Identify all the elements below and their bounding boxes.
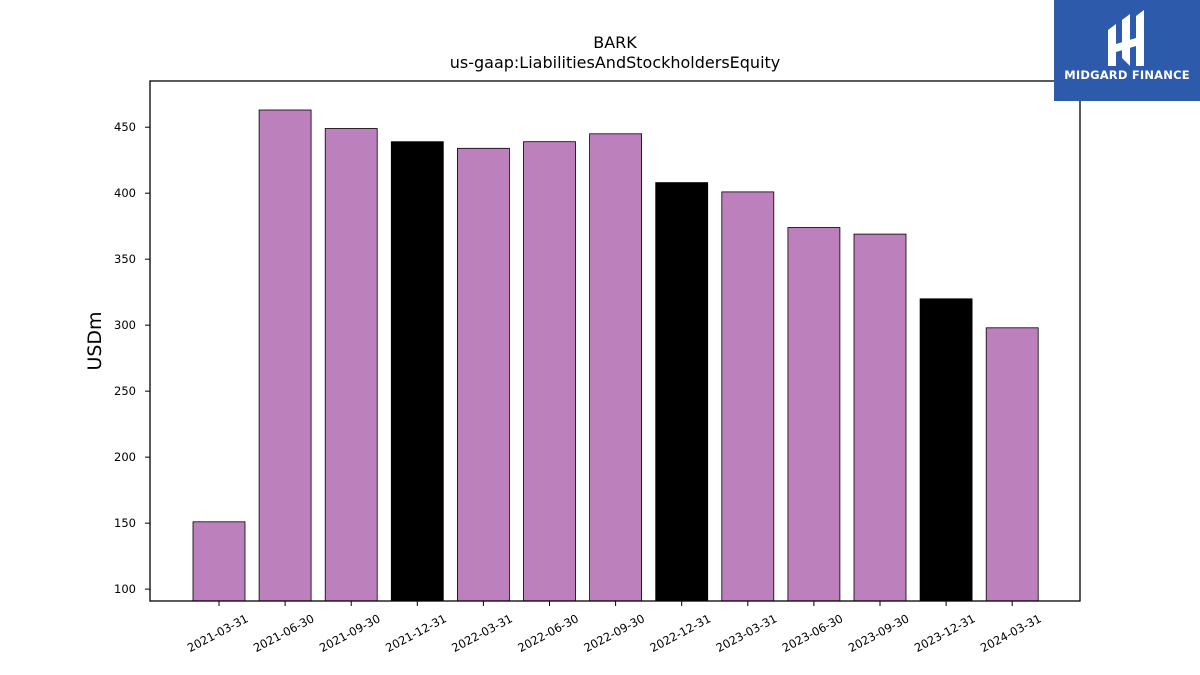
y-tick-label: 200 [114, 450, 136, 464]
bar-2023-09-30 [853, 233, 907, 602]
chart-subtitle: us-gaap:LiabilitiesAndStockholdersEquity [450, 53, 781, 72]
x-tick-label: 2023-12-31 [912, 611, 978, 655]
x-tick-label: 2023-03-31 [714, 611, 780, 655]
bar-2022-12-31 [655, 182, 709, 602]
y-tick-label: 300 [114, 318, 136, 332]
bar-2023-06-30 [787, 227, 841, 602]
x-tick-label: 2023-06-30 [780, 611, 846, 655]
x-tick-label: 2022-03-31 [449, 611, 515, 655]
x-tick-label: 2021-06-30 [251, 611, 317, 655]
y-axis-ticks: 100 150 200 250 300 350 400 450 [114, 120, 150, 596]
logo-text: MIDGARD FINANCE [1064, 68, 1190, 82]
bar-2024-03-31 [985, 327, 1039, 602]
x-tick-label: 2021-12-31 [383, 611, 449, 655]
bar-2023-03-31 [721, 191, 775, 602]
x-tick-label: 2021-09-30 [317, 611, 383, 655]
x-tick-label: 2023-09-30 [846, 611, 912, 655]
y-tick-label: 450 [114, 120, 136, 134]
chart-title: BARK [593, 33, 637, 52]
x-axis-ticks: 2021-03-31 2021-06-30 2021-09-30 2021-12-31… [185, 601, 1044, 655]
bars-group [192, 109, 1039, 602]
midgard-finance-logo: MIDGARD FINANCE [1054, 0, 1200, 101]
y-tick-label: 150 [114, 516, 136, 530]
x-tick-label: 2022-12-31 [648, 611, 714, 655]
bar-2022-03-31 [456, 147, 510, 602]
bar-2021-12-31 [390, 141, 444, 602]
y-tick-label: 250 [114, 384, 136, 398]
x-tick-label: 2022-09-30 [581, 611, 647, 655]
y-axis-label: USDm [84, 311, 106, 370]
y-tick-label: 100 [114, 582, 136, 596]
bar-2022-06-30 [523, 141, 576, 602]
bar-2021-03-31 [192, 521, 246, 602]
x-tick-label: 2022-06-30 [515, 611, 581, 655]
y-tick-label: 350 [114, 252, 136, 266]
bar-2021-09-30 [324, 128, 378, 602]
bar-2021-06-30 [258, 109, 312, 602]
x-tick-label: 2024-03-31 [978, 611, 1044, 655]
bar-2023-12-31 [919, 298, 973, 602]
bar-2022-09-30 [589, 133, 642, 602]
y-tick-label: 400 [114, 186, 136, 200]
plot-frame [149, 80, 1081, 602]
logo-mark-icon [1108, 10, 1144, 66]
x-tick-label: 2021-03-31 [185, 611, 251, 655]
